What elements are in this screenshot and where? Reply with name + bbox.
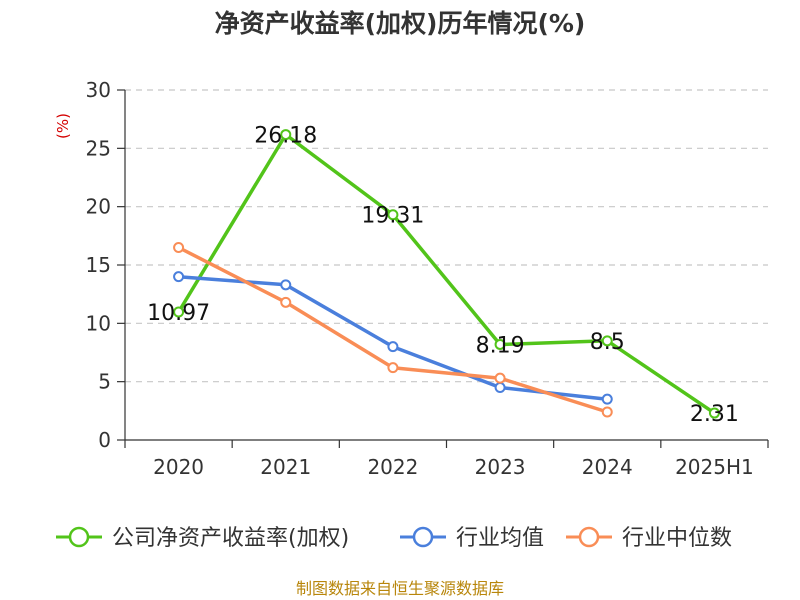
data-label-0-3: 8.19 [476,333,525,358]
y-tick-label-15: 15 [86,253,111,277]
data-point-2-0[interactable] [173,242,185,253]
data-labels: 10.97 26.18 19.31 8.19 8.5 2.31 [147,124,739,427]
series-2 [173,242,613,418]
series-0 [173,129,720,419]
legend: 公司净资产收益率(加权) 行业均值 行业中位数 [56,526,732,551]
data-point-1-4[interactable] [601,393,613,405]
legend-marker-2 [578,526,600,548]
legend-marker-1 [412,526,434,548]
data-label-0-1: 26.18 [254,124,317,149]
legend-item-1[interactable]: 行业均值 [400,526,544,551]
data-point-1-3[interactable] [494,382,506,393]
data-label-0-2: 19.31 [361,204,424,229]
data-label-0-4: 8.5 [590,330,625,355]
x-tick-label-2024: 2024 [582,455,633,479]
data-point-1-0[interactable] [173,271,185,283]
y-tick-label-5: 5 [98,370,111,394]
legend-marker-0 [68,526,90,548]
series-line-0 [176,132,717,415]
data-point-1-1[interactable] [280,279,292,291]
legend-label-1: 行业均值 [456,526,544,551]
data-point-0-5[interactable] [708,407,720,419]
y-tick-label-30: 30 [86,78,111,102]
legend-item-0[interactable]: 公司净资产收益率(加权) [56,526,349,551]
data-point-2-4[interactable] [601,406,613,418]
legend-label-2: 行业中位数 [622,526,732,551]
data-point-1-2[interactable] [387,341,399,353]
data-point-2-3[interactable] [494,372,506,384]
y-tick-label-25: 25 [86,136,111,160]
series-line-2 [176,245,610,414]
series-layer [173,129,720,419]
y-tick-label-10: 10 [86,311,111,335]
data-point-2-1[interactable] [280,296,292,308]
y-tick-label-0: 0 [98,428,111,452]
data-point-0-1[interactable] [280,129,292,141]
gridlines [125,89,768,383]
data-source-caption: 制图数据来自恒生聚源数据库 [296,579,504,598]
legend-label-0: 公司净资产收益率(加权) [112,526,349,551]
x-tick-label-2023: 2023 [475,455,526,479]
series-1 [173,271,613,405]
x-tick-label-2022: 2022 [367,455,418,479]
x-tick-label-2025H1: 2025H1 [675,455,754,479]
data-label-0-0: 10.97 [147,301,210,326]
x-tick-label-2021: 2021 [260,455,311,479]
data-point-2-2[interactable] [387,362,399,374]
data-label-0-5: 2.31 [690,402,739,427]
x-tick-label-2020: 2020 [153,455,204,479]
data-point-0-4[interactable] [601,335,613,347]
y-tick-label-20: 20 [86,195,111,219]
chart-title: 净资产收益率(加权)历年情况(%) [215,9,586,38]
legend-item-2[interactable]: 行业中位数 [566,526,732,551]
y-axis-unit-label: (%) [54,113,72,139]
data-point-0-2[interactable] [387,209,399,221]
axes: 0 5 10 15 20 25 30 2020 2021 2022 2023 2024 2025H1 [86,78,769,479]
data-point-0-3[interactable] [494,338,506,350]
series-line-1 [176,274,610,401]
data-point-0-0[interactable] [173,306,185,318]
